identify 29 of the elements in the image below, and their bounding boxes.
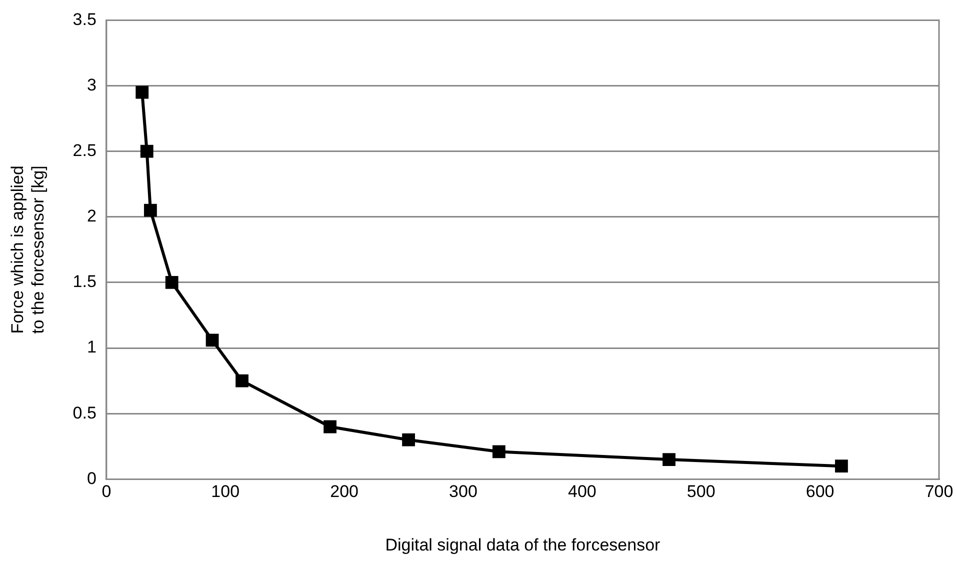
y-tick-label: 2.5 bbox=[72, 141, 96, 160]
x-axis-title: Digital signal data of the forcesensor bbox=[385, 535, 661, 554]
x-tick-label: 700 bbox=[924, 482, 954, 502]
point bbox=[492, 445, 506, 458]
point bbox=[165, 276, 178, 289]
point bbox=[402, 433, 415, 446]
y-tick-label: 0.5 bbox=[72, 403, 96, 422]
x-tick-label: 0 bbox=[102, 482, 112, 502]
point bbox=[206, 334, 219, 347]
x-tick-label: 400 bbox=[568, 482, 596, 502]
point bbox=[835, 460, 848, 473]
x-tick-label: 600 bbox=[806, 482, 834, 502]
x-tick-label: 500 bbox=[686, 482, 716, 502]
y-tick-label: 1 bbox=[86, 338, 96, 357]
point bbox=[140, 144, 154, 158]
y-tick-label: 0 bbox=[86, 468, 96, 488]
point bbox=[136, 86, 149, 99]
y-tick-label: 1.5 bbox=[72, 272, 96, 292]
point bbox=[324, 420, 336, 434]
point bbox=[662, 453, 676, 466]
y-tick-label: 2 bbox=[86, 206, 96, 226]
x-tick-label: 200 bbox=[330, 482, 358, 502]
x-tick-label: 100 bbox=[211, 482, 240, 502]
point bbox=[236, 374, 248, 388]
y-axis-title: Force which is applied to the forcesensor [kg] bbox=[8, 166, 48, 334]
x-tick-label: 300 bbox=[449, 482, 478, 502]
y-tick-label: 3.5 bbox=[72, 10, 96, 29]
y-tick-label: 3 bbox=[86, 75, 96, 94]
point bbox=[144, 204, 157, 217]
